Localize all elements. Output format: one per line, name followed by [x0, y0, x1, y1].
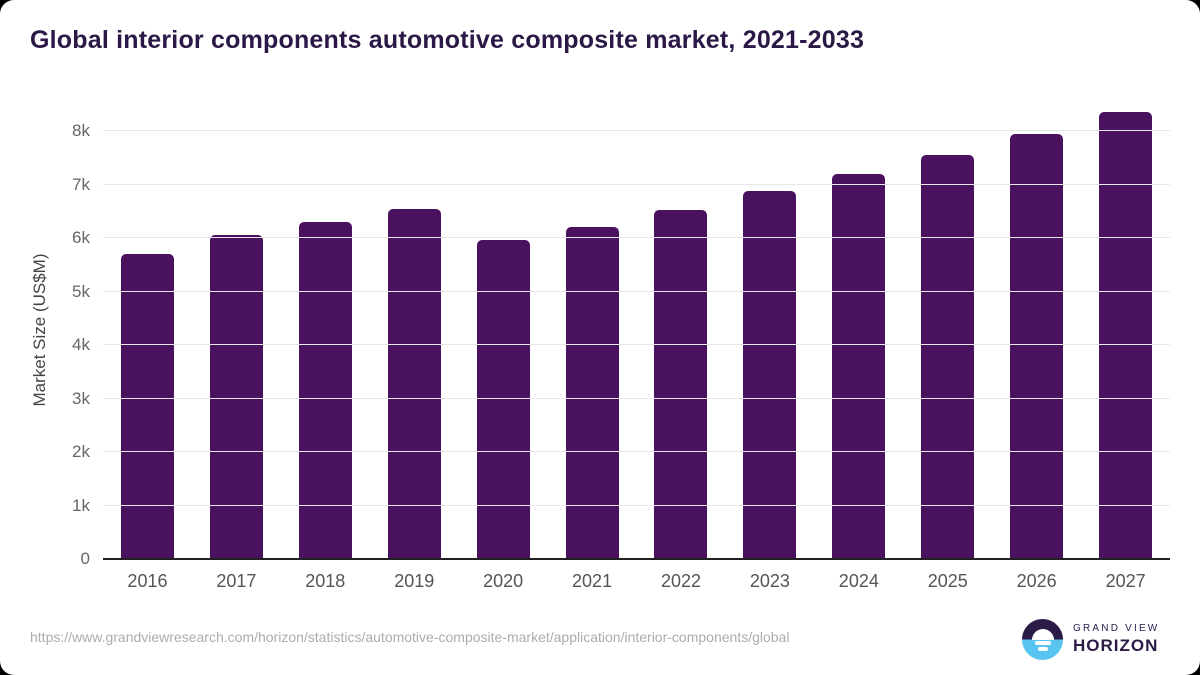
- x-axis-line: [103, 558, 1170, 560]
- y-tick-label-1k: 1k: [72, 495, 90, 515]
- plot-area: 2016 2017 2018 2019 2020 2021 2022 2023 2024 2025…: [72, 102, 1170, 591]
- y-tick-label-4k: 4k: [72, 335, 90, 355]
- x-tick-label-2027: 2027: [1105, 571, 1146, 591]
- bars: 2016 2017 2018 2019 2020 2021 2022 2023 2024 2025…: [103, 102, 1170, 591]
- horizon-sun-logo-icon: [1022, 619, 1063, 660]
- bar-2026[interactable]: [1010, 134, 1064, 559]
- y-axis-title: Market Size (US$M): [30, 253, 49, 407]
- logo-text: GRAND VIEW HORIZON: [1073, 623, 1159, 656]
- x-tick-label-2018: 2018: [305, 571, 346, 591]
- x-tick-label-2019: 2019: [394, 571, 435, 591]
- x-tick-label-2024: 2024: [838, 571, 879, 591]
- bar-2019[interactable]: [387, 208, 441, 559]
- y-tick-label-2k: 2k: [72, 442, 90, 462]
- bar-2022[interactable]: [654, 209, 708, 559]
- bar-slot-2022: 2022: [637, 102, 726, 591]
- x-tick-label-2017: 2017: [216, 571, 257, 591]
- logo-sun-dome: [1031, 628, 1054, 640]
- bar-slot-2025: 2025: [903, 102, 992, 591]
- bar-slot-2026: 2026: [992, 102, 1081, 591]
- gridline-5k: [103, 290, 1170, 292]
- gridline-6k: [103, 237, 1170, 239]
- bar-slot-2021: 2021: [548, 102, 637, 591]
- chart-title: Global interior components automotive co…: [30, 26, 865, 54]
- gridline-4k: [103, 344, 1170, 346]
- bar-2027[interactable]: [1099, 111, 1153, 559]
- bar-slot-2017: 2017: [192, 102, 281, 591]
- x-tick-label-2016: 2016: [127, 571, 168, 591]
- bar-2021[interactable]: [565, 226, 619, 559]
- logo-product-name: HORIZON: [1073, 636, 1159, 655]
- bar-slot-2027: 2027: [1081, 102, 1170, 591]
- bar-2016[interactable]: [120, 254, 174, 559]
- bar-slot-2024: 2024: [814, 102, 903, 591]
- x-tick-label-2025: 2025: [927, 571, 968, 591]
- y-tick-label-0: 0: [80, 549, 90, 568]
- y-tick-label-6k: 6k: [72, 228, 90, 248]
- bar-slot-2019: 2019: [370, 102, 459, 591]
- logo-brand-name: GRAND VIEW: [1073, 623, 1160, 634]
- grandview-horizon-logo: GRAND VIEW HORIZON: [1022, 619, 1159, 660]
- x-tick-label-2022: 2022: [660, 571, 702, 591]
- bar-2025[interactable]: [921, 154, 975, 559]
- x-tick-label-2020: 2020: [483, 571, 524, 591]
- y-tick-label-3k: 3k: [72, 388, 90, 408]
- logo-reflection-stripe: [1037, 647, 1048, 651]
- bar-slot-2023: 2023: [725, 102, 814, 591]
- bar-2018[interactable]: [298, 221, 352, 559]
- bar-slot-2016: 2016: [103, 102, 192, 591]
- bar-2020[interactable]: [476, 240, 530, 559]
- gridline-2k: [103, 451, 1170, 453]
- bar-2024[interactable]: [832, 173, 886, 559]
- x-tick-label-2023: 2023: [749, 571, 790, 591]
- gridline-8k: [103, 130, 1170, 132]
- y-tick-label-5k: 5k: [72, 281, 90, 301]
- y-tick-label-7k: 7k: [72, 174, 90, 194]
- logo-reflection-stripe: [1034, 641, 1051, 645]
- source-url: https://www.grandviewresearch.com/horizo…: [30, 629, 790, 645]
- bar-slot-2020: 2020: [459, 102, 548, 591]
- gridline-3k: [103, 397, 1170, 399]
- gridline-7k: [103, 183, 1170, 185]
- y-tick-label-8k: 8k: [72, 121, 90, 141]
- x-tick-label-2026: 2026: [1016, 571, 1057, 591]
- gridline-1k: [103, 504, 1170, 506]
- bar-slot-2018: 2018: [281, 102, 370, 591]
- bar-2023[interactable]: [743, 191, 797, 559]
- x-tick-label-2021: 2021: [572, 571, 613, 591]
